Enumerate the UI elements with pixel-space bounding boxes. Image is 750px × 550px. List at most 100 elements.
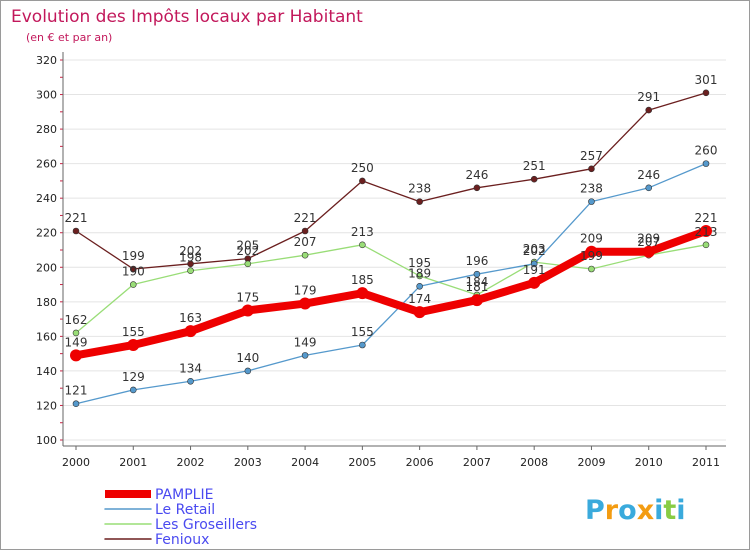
x-tick-label-2008: 2008 (520, 456, 548, 469)
data-label-le-retail-2005: 155 (351, 325, 374, 339)
data-label-le-retail-2007: 196 (465, 254, 488, 268)
data-label-les-groseillers-2007: 184 (465, 275, 488, 289)
logo-text: Proxiti (585, 495, 686, 526)
data-label-fenioux-2008: 251 (523, 159, 546, 173)
data-label-fenioux-2004: 221 (294, 211, 317, 225)
data-label-les-groseillers-2011: 213 (695, 225, 718, 239)
data-label-fenioux-2001: 199 (122, 249, 145, 263)
data-point-fenioux-2006 (416, 198, 423, 205)
data-point-le-retail-2001 (129, 386, 137, 394)
data-point-le-retail-2008 (530, 260, 538, 268)
y-tick-label-320: 320 (36, 54, 57, 67)
data-point-le-retail-2011 (702, 160, 710, 167)
data-label-fenioux-2002: 202 (179, 244, 202, 258)
chart-title: Evolution des Impôts locaux par Habitant (11, 7, 363, 27)
data-label-fenioux-2009: 257 (580, 149, 603, 163)
data-point-le-retail-2006 (416, 282, 423, 290)
x-tick-label-2006: 2006 (406, 456, 434, 469)
data-label-le-retail-2009: 238 (580, 182, 603, 196)
data-labels: 221 199 202 205 221 250 238 246 251 257 291 301 162 1… (65, 73, 718, 398)
y-tick-label-120: 120 (36, 399, 57, 412)
data-label-pamplie-2003: 175 (236, 290, 259, 304)
data-label-pamplie-2007: 181 (465, 280, 488, 294)
data-label-le-retail-2011: 260 (695, 144, 718, 158)
data-point-fenioux-2011 (702, 89, 710, 97)
data-point-les-groseillers-2005 (359, 241, 366, 249)
y-tick-label-260: 260 (36, 158, 57, 171)
data-point-pamplie-2009 (585, 245, 598, 258)
data-point-pamplie-2005 (356, 287, 369, 300)
y-tick-label-240: 240 (36, 192, 57, 205)
data-label-le-retail-2003: 140 (236, 351, 259, 365)
data-point-le-retail-2000 (72, 400, 80, 408)
data-label-les-groseillers-2000: 162 (65, 313, 88, 327)
logo-letter-3: x (637, 495, 654, 526)
x-tick-label-2005: 2005 (348, 456, 376, 469)
x-tick-label-2001: 2001 (119, 456, 147, 469)
data-label-le-retail-2000: 121 (65, 384, 88, 398)
x-tick-label-2009: 2009 (577, 456, 605, 469)
data-label-le-retail-2004: 149 (294, 335, 317, 349)
series-group (70, 89, 712, 408)
x-tick-label-2010: 2010 (635, 456, 663, 469)
data-label-le-retail-2002: 134 (179, 361, 202, 375)
data-point-les-groseillers-2006 (416, 272, 423, 280)
logo-letter-1: r (605, 495, 619, 526)
data-point-le-retail-2009 (588, 198, 595, 205)
x-tick-label-2011: 2011 (692, 456, 720, 469)
y-tick-label-140: 140 (36, 365, 57, 378)
data-point-fenioux-2009 (588, 165, 595, 173)
data-label-fenioux-2006: 238 (408, 182, 431, 196)
data-point-fenioux-2000 (72, 227, 80, 235)
data-point-les-groseillers-2000 (72, 329, 80, 337)
data-label-les-groseillers-2002: 198 (179, 251, 202, 265)
y-tick-label-280: 280 (36, 123, 57, 136)
data-point-les-groseillers-2009 (588, 265, 595, 273)
data-label-pamplie-2001: 155 (122, 325, 145, 339)
data-point-pamplie-2001 (127, 339, 140, 351)
x-tick-label-2000: 2000 (62, 456, 90, 469)
data-label-fenioux-2005: 250 (351, 161, 374, 175)
data-point-les-groseillers-2002 (187, 267, 194, 275)
y-tick-label-100: 100 (36, 434, 57, 447)
logo-letter-4: i (654, 495, 663, 526)
x-tick-label-2003: 2003 (234, 456, 262, 469)
data-label-les-groseillers-2009: 199 (580, 249, 603, 263)
chart-subtitle: (en € et par an) (26, 31, 112, 44)
data-point-fenioux-2004 (301, 227, 309, 235)
data-point-pamplie-2003 (241, 304, 254, 317)
data-label-fenioux-2011: 301 (695, 73, 718, 87)
data-point-fenioux-2005 (359, 177, 366, 185)
logo-letter-0: P (585, 495, 605, 526)
y-tick-label-160: 160 (36, 330, 57, 343)
data-point-pamplie-2004 (299, 297, 312, 310)
data-label-pamplie-2009: 209 (580, 232, 603, 246)
x-tick-label-2007: 2007 (463, 456, 491, 469)
y-tick-label-300: 300 (36, 89, 57, 102)
legend-label-les-groseillers: Les Groseillers (155, 517, 257, 533)
data-label-fenioux-2003: 205 (236, 239, 259, 253)
proxiti-logo: Proxiti (585, 495, 686, 526)
data-label-pamplie-2010: 209 (637, 232, 660, 246)
y-tick-label-220: 220 (36, 227, 57, 240)
data-point-le-retail-2003 (244, 367, 252, 375)
data-label-pamplie-2006: 174 (408, 292, 431, 306)
data-label-pamplie-2011: 221 (695, 211, 718, 225)
data-point-fenioux-2007 (473, 184, 481, 192)
data-point-le-retail-2010 (645, 184, 653, 192)
data-point-pamplie-2000 (70, 349, 82, 362)
data-label-pamplie-2002: 163 (179, 311, 202, 325)
data-label-pamplie-2004: 179 (294, 284, 317, 298)
y-tick-label-200: 200 (36, 261, 57, 274)
x-tick-label-2002: 2002 (177, 456, 205, 469)
data-label-fenioux-2010: 291 (637, 90, 660, 104)
data-point-le-retail-2002 (187, 377, 194, 385)
data-label-les-groseillers-2001: 190 (122, 265, 145, 279)
data-label-les-groseillers-2005: 213 (351, 225, 374, 239)
data-label-les-groseillers-2006: 195 (408, 256, 431, 270)
axes: 100 120 140 160 180 200 220 240 260 280 300 320 2000… (36, 52, 726, 469)
logo-letter-2: o (618, 495, 637, 526)
series-line-fenioux (75, 92, 707, 270)
data-label-le-retail-2010: 246 (637, 168, 660, 182)
